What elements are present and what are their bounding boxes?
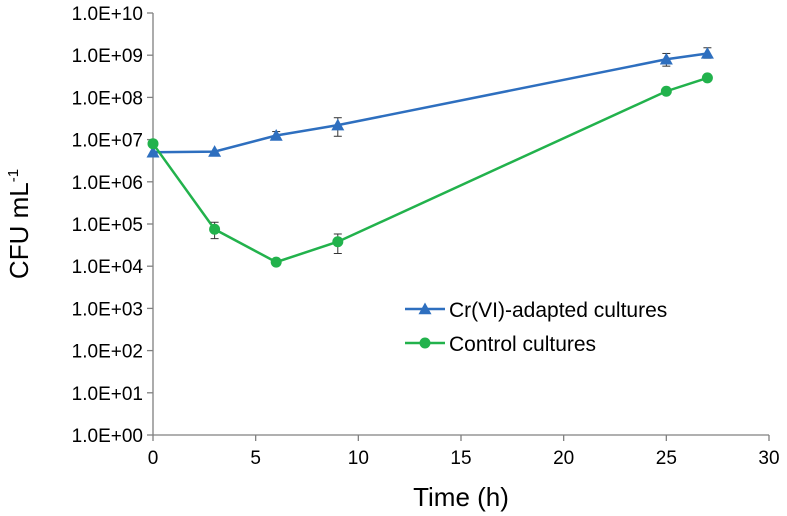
y-axis: 1.0E+00 1.0E+01 1.0E+02 1.0E+03 1.0E+04 1.0E+… (72, 4, 154, 447)
data-point (332, 236, 344, 248)
y-tick-label: 1.0E+07 (72, 131, 143, 152)
data-point (701, 72, 713, 84)
data-point (269, 129, 283, 141)
data-point (660, 85, 672, 97)
legend-item-1: Cr(VI)-adapted cultures (405, 299, 667, 322)
series-2 (147, 72, 713, 268)
y-axis-title-superscript: -1 (5, 169, 22, 182)
x-axis: 0 5 10 15 20 25 30 (148, 434, 780, 469)
data-point (659, 52, 673, 65)
data-point (270, 256, 282, 268)
data-point (146, 145, 160, 158)
legend-marker (418, 302, 432, 315)
legend-label: Cr(VI)-adapted cultures (449, 299, 667, 322)
x-tick-label: 5 (250, 448, 261, 469)
x-tick-label: 20 (553, 448, 574, 469)
series-1 (146, 46, 714, 158)
x-tick-label: 25 (656, 448, 677, 469)
data-point (208, 145, 222, 157)
x-tick-label: 0 (148, 448, 159, 469)
series-line (152, 52, 708, 154)
x-tick-label: 15 (450, 448, 471, 469)
data-point (700, 46, 714, 59)
legend-label: Control cultures (449, 333, 596, 356)
y-tick-label: 1.0E+02 (72, 342, 143, 363)
x-tick-label: 10 (348, 448, 369, 469)
y-axis-title-base: CFU mL (4, 182, 34, 279)
data-point (209, 223, 221, 235)
y-tick-label: 1.0E+09 (72, 46, 143, 67)
legend: Cr(VI)-adapted cultures Control cultures (405, 299, 667, 356)
legend-item-2: Control cultures (405, 333, 596, 356)
y-tick-label: 1.0E+08 (72, 88, 143, 109)
legend-marker (419, 337, 431, 349)
y-tick-label: 1.0E+06 (72, 173, 143, 194)
y-tick-label: 1.0E+10 (72, 4, 143, 25)
y-tick-label: 1.0E+01 (72, 384, 143, 405)
x-tick-label: 30 (758, 448, 779, 469)
y-tick-label: 1.0E+04 (72, 257, 144, 278)
y-tick-label: 1.0E+05 (72, 215, 143, 236)
data-point (147, 138, 159, 150)
series-line (151, 76, 708, 264)
data-point (331, 118, 345, 131)
y-axis-title: CFU mL-1 (4, 169, 34, 279)
y-tick-label: 1.0E+00 (72, 426, 143, 447)
x-axis-title: Time (h) (413, 482, 509, 512)
y-tick-label: 1.0E+03 (72, 299, 143, 320)
series-layer (146, 46, 714, 268)
